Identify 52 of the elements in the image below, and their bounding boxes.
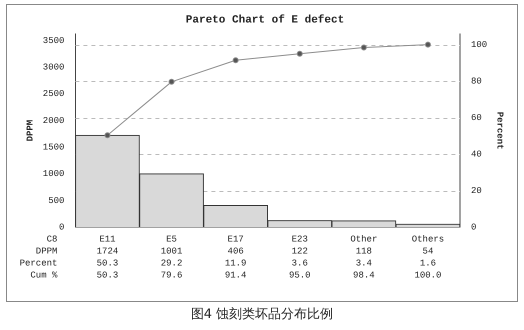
y-tick-label: 500 bbox=[48, 196, 64, 206]
y-tick-label: 1500 bbox=[42, 142, 64, 152]
chart-title: Pareto Chart of E defect bbox=[186, 13, 344, 26]
y2-axis-title: Percent bbox=[494, 112, 504, 150]
y2-tick-label: 0 bbox=[470, 222, 476, 232]
data-label: 122 bbox=[292, 246, 308, 256]
text: 79.6 bbox=[160, 270, 182, 280]
text: DPPM bbox=[36, 246, 58, 256]
text: 91.4 bbox=[224, 270, 246, 280]
x-tick-label: Others bbox=[412, 234, 444, 244]
y2-tick-label: 60 bbox=[470, 112, 482, 123]
point bbox=[104, 132, 110, 138]
y2-tick-label: 20 bbox=[470, 186, 482, 196]
point bbox=[296, 50, 303, 57]
x-tick-label: E11 bbox=[99, 234, 116, 244]
y2-tick-label: 40 bbox=[470, 149, 482, 160]
x-tick-label: E17 bbox=[228, 234, 244, 244]
text: 29.2 bbox=[160, 258, 182, 268]
text: 100.0 bbox=[414, 270, 442, 280]
point bbox=[168, 78, 175, 85]
point bbox=[360, 44, 367, 51]
text: 11.9 bbox=[224, 258, 246, 268]
data-label: 54 bbox=[422, 246, 434, 256]
x-tick-label: E23 bbox=[292, 234, 308, 244]
y-axis-title: DPPM bbox=[26, 120, 36, 142]
y-tick-label: 2500 bbox=[42, 89, 64, 100]
caption: 图4 蚀刻类坏品分布比例 bbox=[190, 306, 334, 323]
text: Percent bbox=[20, 258, 58, 268]
y2-tick-label: 80 bbox=[470, 76, 482, 86]
x-axis-title: C8 bbox=[46, 234, 58, 244]
data-label: 1724 bbox=[96, 246, 118, 256]
y-tick-label: 0 bbox=[58, 222, 64, 232]
data-label: 406 bbox=[228, 246, 244, 256]
x-tick-label: E5 bbox=[166, 234, 177, 244]
y-tick-label: 2000 bbox=[42, 116, 64, 126]
text: 50.3 bbox=[96, 270, 118, 280]
y-tick-label: 3500 bbox=[42, 36, 64, 46]
text: 98.4 bbox=[353, 270, 375, 280]
point bbox=[424, 42, 431, 48]
text: 1.6 bbox=[420, 258, 436, 268]
text: 50.3 bbox=[96, 258, 118, 268]
text: Cum % bbox=[30, 270, 58, 280]
y-tick-label: 1000 bbox=[42, 169, 64, 180]
data-label: 1001 bbox=[160, 246, 182, 256]
y-tick-label: 3000 bbox=[42, 62, 64, 73]
data-label: 118 bbox=[356, 246, 372, 256]
x-tick-label: Other bbox=[350, 234, 378, 244]
text: 3.4 bbox=[356, 258, 372, 268]
text: 95.0 bbox=[288, 270, 311, 280]
text: 3.6 bbox=[292, 258, 308, 268]
point bbox=[232, 57, 239, 64]
y2-tick-label: 100 bbox=[470, 40, 488, 50]
